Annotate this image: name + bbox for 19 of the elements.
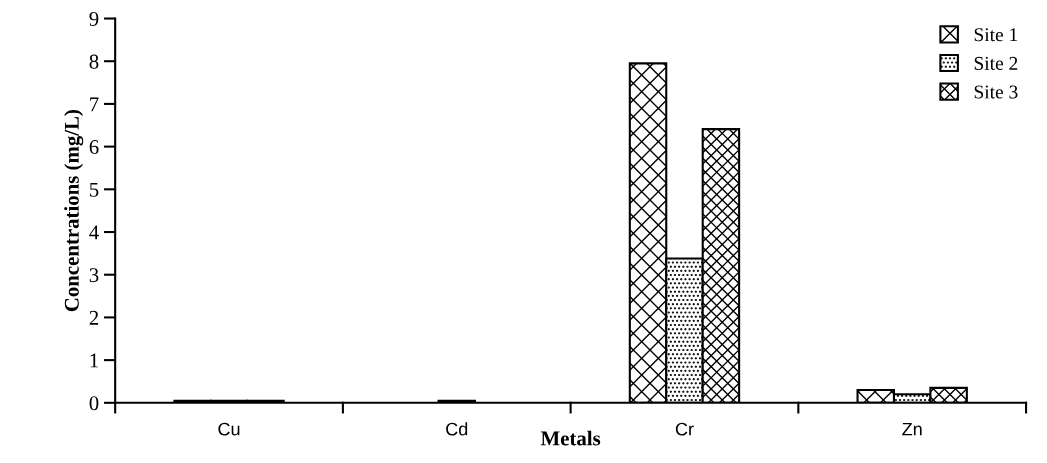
y-tick-label: 0 (89, 396, 99, 411)
x-tick-label: Cr (675, 422, 694, 436)
y-tick-label: 9 (89, 11, 99, 26)
legend-label: Site 2 (974, 56, 1018, 70)
y-tick-label: 6 (89, 140, 99, 155)
y-tick-label: 8 (89, 54, 99, 69)
y-tick-label: 7 (90, 97, 99, 112)
y-axis-title: Concentrations (mg/L) (64, 110, 84, 312)
y-tick-label: 5 (89, 182, 99, 197)
y-tick-label: 2 (89, 310, 99, 325)
x-tick-label: Cu (218, 422, 240, 436)
y-tick-label: 1 (90, 353, 98, 368)
x-axis-title: Metals (540, 430, 601, 446)
legend-label: Site 3 (974, 85, 1018, 99)
y-tick-label: 4 (89, 225, 99, 240)
x-tick-label: Zn (902, 422, 922, 436)
legend-label: Site 1 (974, 28, 1018, 42)
y-tick-label: 3 (89, 268, 99, 283)
x-tick-label: Cd (446, 422, 468, 436)
